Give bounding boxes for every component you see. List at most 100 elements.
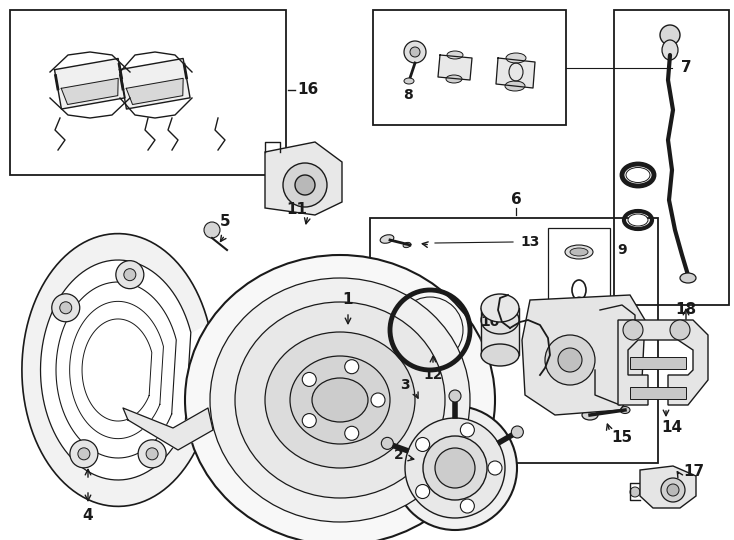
Circle shape (302, 373, 316, 387)
Polygon shape (265, 142, 342, 215)
Ellipse shape (620, 407, 630, 414)
Ellipse shape (265, 332, 415, 468)
Circle shape (661, 478, 685, 502)
Ellipse shape (481, 306, 519, 334)
Ellipse shape (380, 235, 394, 243)
Polygon shape (618, 320, 708, 405)
Circle shape (124, 269, 136, 281)
Ellipse shape (481, 344, 519, 366)
Text: 6: 6 (511, 192, 521, 207)
Ellipse shape (210, 278, 470, 522)
Ellipse shape (433, 428, 443, 438)
Circle shape (78, 448, 90, 460)
Polygon shape (126, 78, 184, 105)
Text: 13: 13 (520, 235, 539, 249)
Circle shape (423, 436, 487, 500)
Circle shape (488, 461, 502, 475)
Bar (548, 228, 610, 328)
Text: 5: 5 (219, 214, 230, 230)
Circle shape (574, 297, 584, 307)
Circle shape (512, 426, 523, 438)
Bar (614, 10, 729, 305)
Bar (10, 10, 286, 175)
Ellipse shape (680, 273, 696, 283)
Circle shape (415, 484, 429, 498)
Text: 3: 3 (400, 378, 410, 392)
Ellipse shape (404, 78, 414, 84)
Circle shape (410, 47, 420, 57)
Ellipse shape (505, 81, 525, 91)
Text: 7: 7 (680, 60, 691, 76)
Bar (373, 10, 566, 125)
Ellipse shape (290, 356, 390, 444)
Polygon shape (22, 234, 208, 507)
Polygon shape (481, 308, 519, 355)
Text: 9: 9 (617, 243, 627, 257)
Circle shape (59, 302, 72, 314)
Circle shape (295, 175, 315, 195)
Ellipse shape (185, 255, 495, 540)
Circle shape (70, 440, 98, 468)
Ellipse shape (481, 294, 519, 322)
Circle shape (460, 423, 474, 437)
Ellipse shape (662, 40, 678, 60)
Polygon shape (438, 55, 472, 80)
Text: 2: 2 (394, 448, 404, 462)
Circle shape (435, 448, 475, 488)
Polygon shape (522, 295, 645, 415)
Text: 15: 15 (611, 430, 633, 445)
Circle shape (630, 487, 640, 497)
Circle shape (660, 25, 680, 45)
Ellipse shape (506, 53, 526, 63)
Text: 4: 4 (83, 508, 93, 523)
Circle shape (393, 406, 517, 530)
Ellipse shape (312, 378, 368, 422)
Circle shape (52, 294, 80, 322)
Circle shape (449, 390, 461, 402)
Circle shape (283, 163, 327, 207)
Circle shape (146, 448, 158, 460)
Circle shape (345, 426, 359, 440)
Circle shape (302, 414, 316, 428)
Circle shape (670, 320, 690, 340)
Polygon shape (54, 58, 125, 109)
Circle shape (460, 499, 474, 513)
Circle shape (667, 484, 679, 496)
Text: 16: 16 (297, 83, 319, 98)
Ellipse shape (565, 245, 593, 259)
Circle shape (397, 297, 463, 363)
Ellipse shape (626, 167, 650, 183)
Ellipse shape (235, 302, 445, 498)
Circle shape (345, 360, 359, 374)
Circle shape (545, 335, 595, 385)
Circle shape (558, 348, 582, 372)
Ellipse shape (446, 75, 462, 83)
Polygon shape (640, 466, 696, 508)
Circle shape (116, 261, 144, 289)
Polygon shape (61, 78, 118, 105)
Ellipse shape (570, 248, 588, 256)
Text: 11: 11 (286, 202, 308, 218)
Circle shape (204, 222, 220, 238)
Ellipse shape (403, 392, 417, 404)
Circle shape (623, 320, 643, 340)
Ellipse shape (447, 51, 463, 59)
Text: 10: 10 (480, 315, 500, 329)
Circle shape (404, 41, 426, 63)
Text: 12: 12 (424, 368, 443, 382)
Text: 14: 14 (661, 421, 683, 435)
Polygon shape (120, 58, 190, 109)
Text: 18: 18 (675, 302, 697, 318)
Ellipse shape (582, 410, 598, 420)
Polygon shape (123, 408, 213, 450)
Bar (630, 387, 686, 399)
Text: 8: 8 (403, 88, 413, 102)
Ellipse shape (628, 214, 648, 226)
Text: 1: 1 (343, 293, 353, 307)
Polygon shape (496, 58, 535, 88)
Text: 17: 17 (683, 464, 705, 480)
Circle shape (405, 418, 505, 518)
Ellipse shape (403, 242, 411, 248)
Bar (630, 357, 686, 369)
Circle shape (371, 393, 385, 407)
